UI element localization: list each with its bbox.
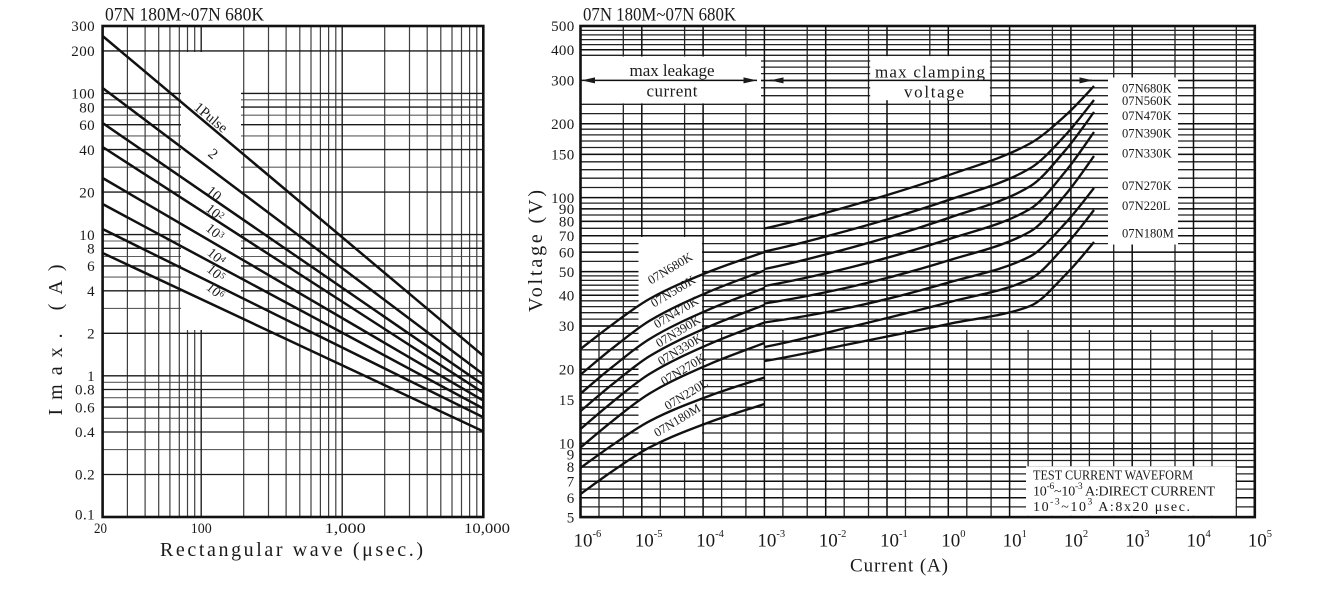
svg-text:100: 100 <box>71 87 95 103</box>
svg-text:40: 40 <box>79 143 95 159</box>
svg-text:60: 60 <box>79 118 95 134</box>
svg-text:8: 8 <box>567 460 575 476</box>
svg-text:100: 100 <box>551 191 574 207</box>
svg-text:Voltage (V): Voltage (V) <box>525 190 547 312</box>
svg-text:400: 400 <box>551 43 574 59</box>
svg-text:07N680K: 07N680K <box>1122 81 1172 95</box>
svg-text:100: 100 <box>941 529 965 552</box>
svg-text:07N330K: 07N330K <box>1122 147 1172 161</box>
svg-text:6: 6 <box>87 259 95 275</box>
svg-text:200: 200 <box>551 117 574 133</box>
svg-text:40: 40 <box>559 289 575 305</box>
svg-text:07N390K: 07N390K <box>1122 126 1172 140</box>
svg-text:300: 300 <box>71 19 95 35</box>
svg-text:50: 50 <box>559 265 575 281</box>
svg-text:15: 15 <box>559 393 575 409</box>
svg-text:104: 104 <box>1187 529 1212 552</box>
svg-text:Current (A): Current (A) <box>850 556 948 577</box>
svg-text:200: 200 <box>71 44 95 60</box>
svg-text:0.8: 0.8 <box>75 383 95 399</box>
svg-text:1,000: 1,000 <box>325 521 366 537</box>
svg-text:0.4: 0.4 <box>75 425 95 441</box>
svg-text:0.1: 0.1 <box>75 507 95 523</box>
svg-text:10,000: 10,000 <box>464 521 510 537</box>
svg-text:4: 4 <box>87 284 95 300</box>
svg-text:300: 300 <box>551 74 574 90</box>
svg-text:30: 30 <box>559 319 575 335</box>
svg-text:1: 1 <box>87 369 95 385</box>
svg-text:voltage: voltage <box>904 83 964 102</box>
svg-text:90: 90 <box>559 202 575 218</box>
svg-text:5: 5 <box>567 510 575 526</box>
svg-text:7: 7 <box>567 474 575 490</box>
svg-text:103: 103 <box>1125 529 1149 552</box>
svg-text:07N560K: 07N560K <box>1122 94 1172 108</box>
svg-text:07N 180M~07N 680K: 07N 180M~07N 680K <box>105 5 264 26</box>
svg-text:07N270K: 07N270K <box>1122 179 1172 193</box>
svg-text:10-6~10-3 A:DIRECT CURRENT: 10-6~10-3 A:DIRECT CURRENT <box>1033 482 1215 500</box>
svg-text:10-3~103 A:8x20 μsec.: 10 -3 ~10 3 A:8x20 μsec. <box>1033 498 1190 516</box>
svg-text:2: 2 <box>87 327 95 343</box>
svg-text:10: 10 <box>79 228 95 244</box>
svg-text:07N180M: 07N180M <box>1122 227 1174 241</box>
svg-text:60: 60 <box>559 245 575 261</box>
svg-text:500: 500 <box>551 19 574 35</box>
svg-text:current: current <box>647 81 698 100</box>
svg-text:07N 180M~07N 680K: 07N 180M~07N 680K <box>583 5 736 26</box>
svg-text:20: 20 <box>559 363 575 379</box>
svg-text:20: 20 <box>79 185 95 201</box>
svg-text:105: 105 <box>1248 529 1272 552</box>
svg-text:10: 10 <box>559 436 575 452</box>
svg-text:8: 8 <box>87 242 95 258</box>
svg-text:102: 102 <box>1064 529 1088 552</box>
svg-text:70: 70 <box>559 229 575 245</box>
svg-text:max leakage: max leakage <box>630 61 715 80</box>
svg-text:0.6: 0.6 <box>75 400 95 416</box>
svg-text:100: 100 <box>191 521 212 537</box>
svg-text:07N470K: 07N470K <box>1122 109 1172 123</box>
svg-text:max clamping: max clamping <box>875 63 986 82</box>
svg-text:20: 20 <box>94 521 107 537</box>
svg-text:101: 101 <box>1003 529 1027 552</box>
svg-text:07N220L: 07N220L <box>1122 199 1170 213</box>
svg-text:TEST CURRENT WAVEFORM: TEST CURRENT WAVEFORM <box>1033 469 1193 484</box>
svg-text:150: 150 <box>551 148 574 164</box>
svg-text:0.2: 0.2 <box>75 468 95 484</box>
svg-text:6: 6 <box>567 491 575 507</box>
svg-text:80: 80 <box>559 215 575 231</box>
svg-text:9: 9 <box>567 448 575 464</box>
svg-text:80: 80 <box>79 100 95 116</box>
